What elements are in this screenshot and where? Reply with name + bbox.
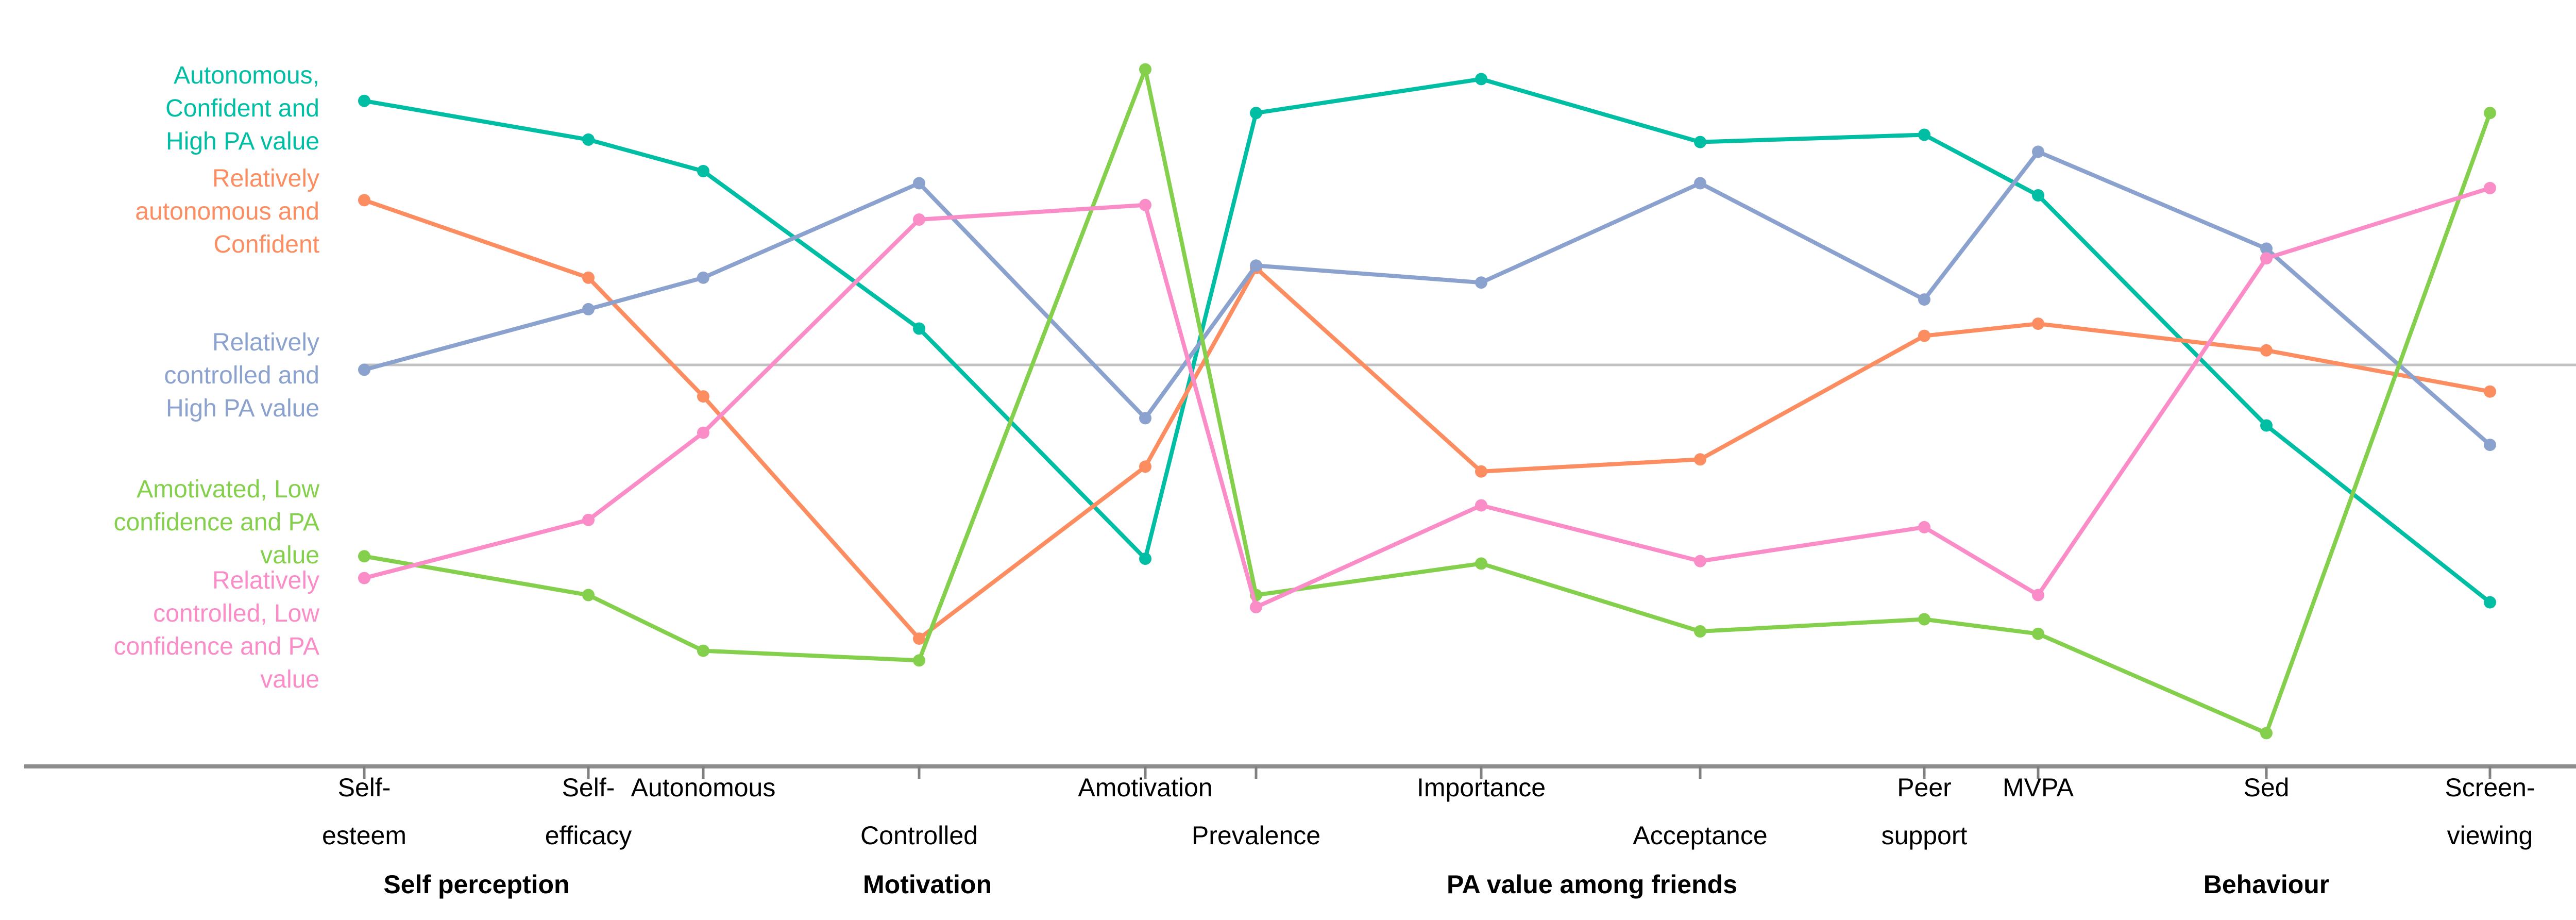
data-point-importance [1475,465,1487,478]
series-line [362,186,2492,609]
x-axis-label-acceptance: Acceptance [1633,821,1768,850]
data-point-controlled [913,322,925,335]
series-line [362,149,2492,447]
x-axis-group-label-pa-value-among-friends: PA value among friends [1446,870,1738,899]
data-point-self-efficacy [582,271,595,284]
series-line [362,77,2492,605]
x-axis-label-autonomous: Autonomous [631,773,776,802]
data-point-peer-support [1918,128,1930,141]
x-axis-label-amotivation: Amotivation [1078,773,1213,802]
legend-label-autonomous-confident-and-high-pa-value: Autonomous, Confident and High PA value [165,62,319,155]
data-point-amotivation [1139,63,1151,76]
data-point-peer-support [1918,613,1930,626]
x-axis-label-peer-support: Peer support [1881,773,1968,850]
data-point-sed [2260,344,2273,357]
data-point-self-efficacy [582,513,595,526]
data-point-prevalence [1250,107,1262,120]
x-axis-label-self-esteem: Self- esteem [322,773,406,850]
data-point-autonomous [697,426,709,439]
data-point-amotivation [1139,553,1151,565]
data-point-controlled [913,213,925,226]
data-point-self-esteem [358,363,370,376]
x-axis-label-sed: Sed [2243,773,2290,802]
x-axis-label-self-efficacy: Self- efficacy [545,773,632,850]
series-relatively-controlled-and-high-pa-value [358,145,2496,451]
data-point-mvpa [2032,317,2044,330]
x-axis-group-label-behaviour: Behaviour [2203,870,2330,899]
x-axis-group-label-self-perception: Self perception [383,870,570,899]
data-point-mvpa [2032,145,2044,158]
data-point-acceptance [1694,625,1706,638]
data-point-screen-viewing [2484,596,2496,609]
legend-label-relatively-controlled-and-high-pa-value: Relatively controlled and High PA value [164,329,319,422]
x-axis-label-screen-viewing: Screen- viewing [2445,773,2535,850]
data-point-mvpa [2032,627,2044,640]
data-point-prevalence [1250,601,1262,613]
data-point-controlled [913,654,925,667]
data-point-self-esteem [358,572,370,584]
series-relatively-autonomous-and-confident [358,194,2496,645]
series-line [362,67,2492,735]
data-point-autonomous [697,271,709,284]
data-point-self-efficacy [582,133,595,146]
data-point-acceptance [1694,136,1706,148]
legend-label-relatively-autonomous-and-confident: Relatively autonomous and Confident [135,165,319,258]
legend-label-amotivated-low-confidence-and-pa-value: Amotivated, Low confidence and PA value [113,476,319,569]
data-point-importance [1475,73,1487,86]
data-point-self-esteem [358,194,370,207]
data-point-acceptance [1694,555,1706,567]
data-point-importance [1475,499,1487,512]
data-point-importance [1475,276,1487,289]
data-point-screen-viewing [2484,107,2496,120]
x-axis-group-label-motivation: Motivation [863,870,992,899]
series-line [362,198,2492,641]
data-point-self-efficacy [582,303,595,315]
data-point-mvpa [2032,189,2044,202]
data-point-amotivation [1139,198,1151,211]
x-axis-label-controlled: Controlled [860,821,978,850]
data-point-sed [2260,242,2273,255]
data-point-self-esteem [358,550,370,563]
data-point-controlled [913,632,925,645]
legend-label-relatively-controlled-low-confidence-and: Relatively controlled, Low confidence an… [113,567,319,693]
data-point-sed [2260,727,2273,740]
data-point-peer-support [1918,293,1930,306]
data-point-sed [2260,419,2273,432]
data-point-amotivation [1139,412,1151,425]
data-point-acceptance [1694,453,1706,466]
data-point-screen-viewing [2484,181,2496,194]
data-point-peer-support [1918,329,1930,342]
data-point-controlled [913,177,925,190]
data-point-amotivation [1139,460,1151,473]
data-point-self-esteem [358,94,370,107]
data-point-autonomous [697,644,709,657]
data-point-autonomous [697,165,709,177]
x-axis-label-prevalence: Prevalence [1191,821,1321,850]
series-autonomous-confident-and-high-pa-value [358,73,2496,609]
data-point-screen-viewing [2484,385,2496,398]
data-point-acceptance [1694,177,1706,190]
data-point-importance [1475,557,1487,570]
data-point-mvpa [2032,589,2044,601]
data-point-peer-support [1918,521,1930,533]
series-relatively-controlled-low-confidence-and [358,181,2496,613]
data-point-sed [2260,252,2273,265]
data-point-autonomous [697,390,709,403]
x-axis-label-mvpa: MVPA [2003,773,2074,802]
data-point-screen-viewing [2484,439,2496,451]
data-point-prevalence [1250,259,1262,272]
x-axis-label-importance: Importance [1416,773,1546,802]
data-point-self-efficacy [582,589,595,601]
